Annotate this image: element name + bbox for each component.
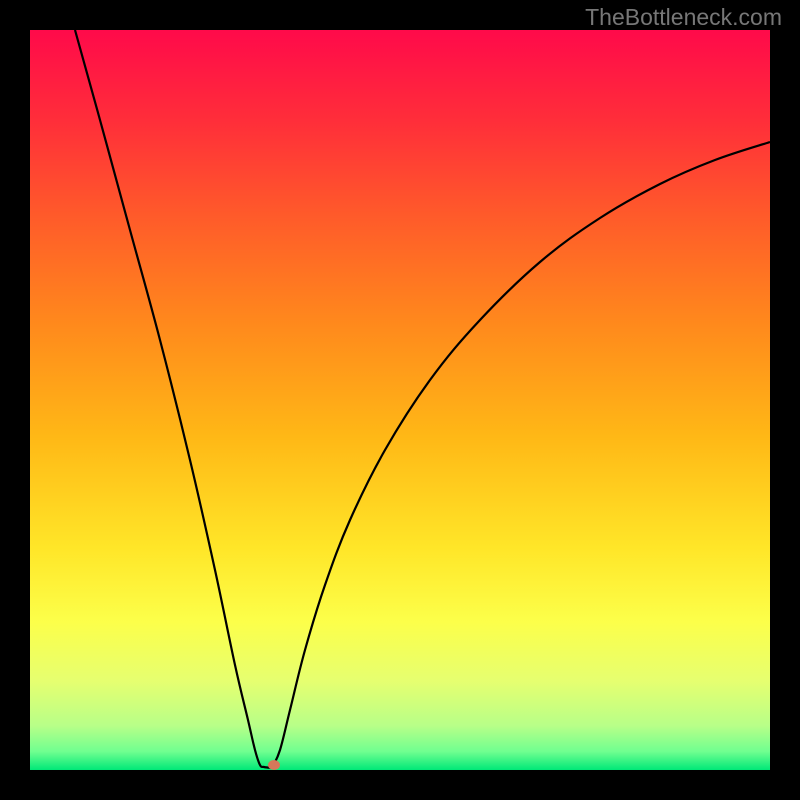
curve-right-branch bbox=[272, 142, 770, 768]
curve-left-branch bbox=[75, 30, 272, 768]
watermark-text: TheBottleneck.com bbox=[585, 4, 782, 31]
minimum-marker bbox=[268, 760, 280, 770]
plot-area bbox=[30, 30, 770, 770]
curve-layer bbox=[30, 30, 770, 770]
